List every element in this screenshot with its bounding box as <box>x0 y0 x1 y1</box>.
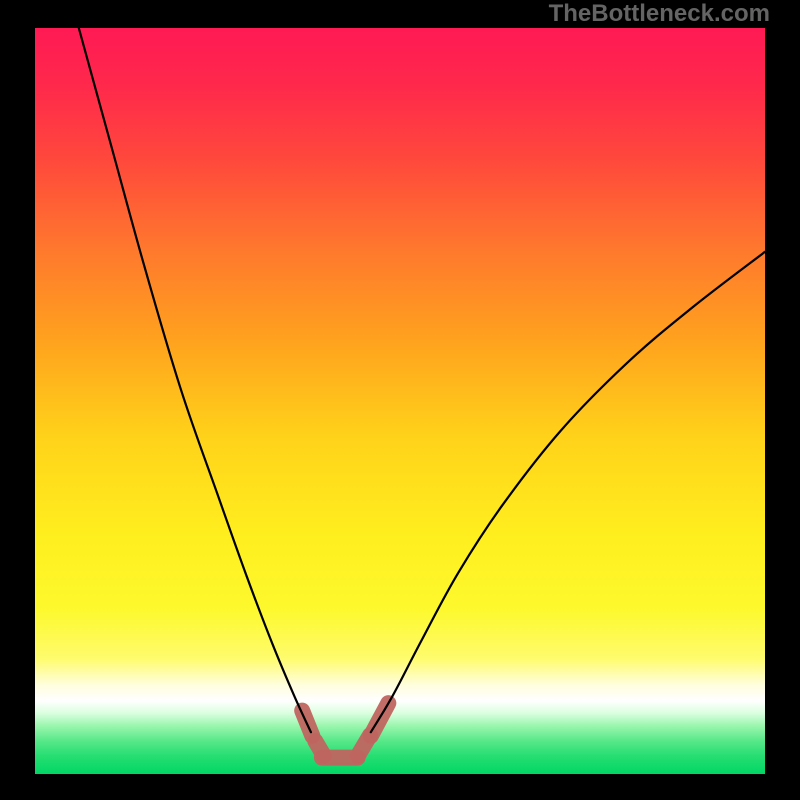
v-curve-left <box>79 28 311 732</box>
watermark: TheBottleneck.com <box>549 0 770 28</box>
chart-stage: TheBottleneck.com <box>0 0 800 800</box>
v-curve-right <box>371 252 765 732</box>
curve-layer <box>0 0 800 800</box>
